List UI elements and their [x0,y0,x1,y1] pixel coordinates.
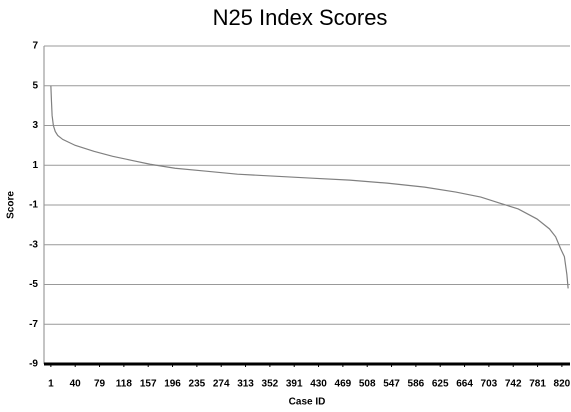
x-tick-label: 469 [335,379,352,390]
x-tick-label: 235 [189,379,206,390]
x-tick-label: 430 [310,379,327,390]
x-tick-label: 742 [505,379,522,390]
x-tick-label: 352 [262,379,279,390]
y-tick-label: -1 [29,200,38,211]
x-tick-label: 196 [164,379,181,390]
x-tick-label: 547 [383,379,400,390]
y-tick-label: -5 [29,279,38,290]
x-tick-label: 703 [481,379,498,390]
x-tick-label: 625 [432,379,449,390]
y-tick-label: -3 [29,239,38,250]
x-tick-label: 586 [408,379,425,390]
chart-title: N25 Index Scores [213,5,388,30]
y-tick-label: 3 [32,120,38,131]
data-line [50,85,569,289]
x-tick-label: 781 [529,379,546,390]
x-tick-label: 274 [213,379,230,390]
y-tick-label: -9 [29,359,38,370]
x-tick-label: 40 [70,379,82,390]
x-tick-label: 664 [456,379,473,390]
x-tick-label: 820 [554,379,571,390]
x-tick-label: 118 [116,379,133,390]
y-tick-label: 5 [32,80,38,91]
x-tick-label: 391 [286,379,303,390]
x-axis-title: Case ID [289,397,326,408]
y-axis-title: Score [6,191,17,219]
x-tick-label: 313 [237,379,254,390]
y-tick-label: 7 [32,41,38,52]
y-tick-label: -7 [29,319,38,330]
x-tick-label: 79 [94,379,106,390]
x-tick-label: 1 [48,379,54,390]
y-tick-label: 1 [32,160,38,171]
x-tick-label: 508 [359,379,376,390]
x-tick-label: 157 [140,379,157,390]
